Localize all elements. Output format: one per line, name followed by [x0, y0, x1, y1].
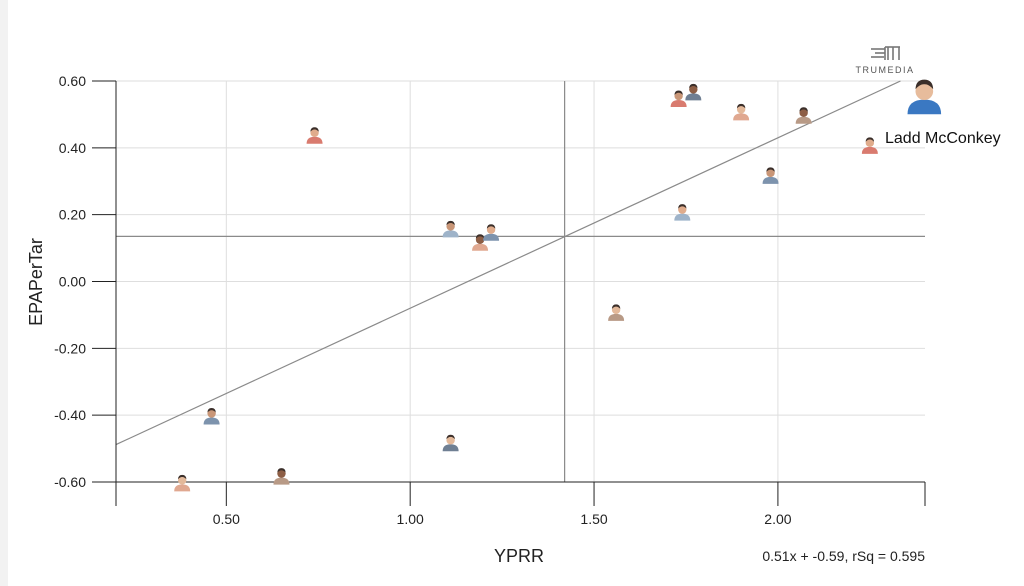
- player-point: [762, 167, 779, 184]
- player-point: [472, 234, 489, 251]
- x-axis-title: YPRR: [494, 546, 544, 566]
- player-point: [306, 127, 323, 144]
- x-tick-label: 1.50: [580, 511, 607, 527]
- left-margin-strip: [0, 0, 8, 586]
- player-point: [483, 224, 500, 241]
- player-point: [273, 468, 290, 485]
- regression-equation: 0.51x + -0.59, rSq = 0.595: [762, 548, 925, 564]
- y-tick-label: -0.20: [54, 340, 86, 356]
- axes: [92, 80, 926, 506]
- trumedia-logo: TRUMEDIA: [856, 46, 915, 75]
- logo-mark-icon: [871, 46, 900, 60]
- logo-text: TRUMEDIA: [856, 65, 915, 75]
- player-point: [685, 83, 702, 101]
- y-tick-label: -0.40: [54, 407, 86, 423]
- y-tick-label: 0.20: [59, 207, 86, 223]
- x-tick-label: 0.50: [213, 511, 240, 527]
- player-point: [861, 137, 878, 154]
- trendline: [115, 80, 901, 446]
- y-tick-label: 0.60: [59, 73, 86, 89]
- grid-lines: [116, 80, 925, 483]
- reference-lines: [115, 80, 925, 482]
- player-point: [670, 90, 687, 108]
- player-point: [674, 204, 691, 221]
- player-point: [174, 474, 191, 492]
- player-point: [733, 103, 750, 121]
- highlight-player-label: Ladd McConkey: [885, 130, 1001, 147]
- x-tick-label: 1.00: [397, 511, 424, 527]
- highlight-player-point: [907, 79, 942, 115]
- y-tick-label: -0.60: [54, 474, 86, 490]
- player-point: [608, 304, 625, 321]
- player-point: [442, 220, 459, 238]
- player-point: [203, 408, 220, 425]
- data-points: [174, 79, 942, 492]
- tick-labels: 0.60 0.40 0.20 0.00 -0.20 -0.40 -0.60 0.50 1.00 1…: [54, 73, 792, 527]
- y-tick-label: 0.00: [59, 274, 86, 290]
- y-tick-label: 0.40: [59, 140, 86, 156]
- player-point: [442, 434, 459, 452]
- player-point: [795, 107, 812, 124]
- y-axis-title: EPAPerTar: [26, 238, 46, 326]
- x-tick-label: 2.00: [764, 511, 791, 527]
